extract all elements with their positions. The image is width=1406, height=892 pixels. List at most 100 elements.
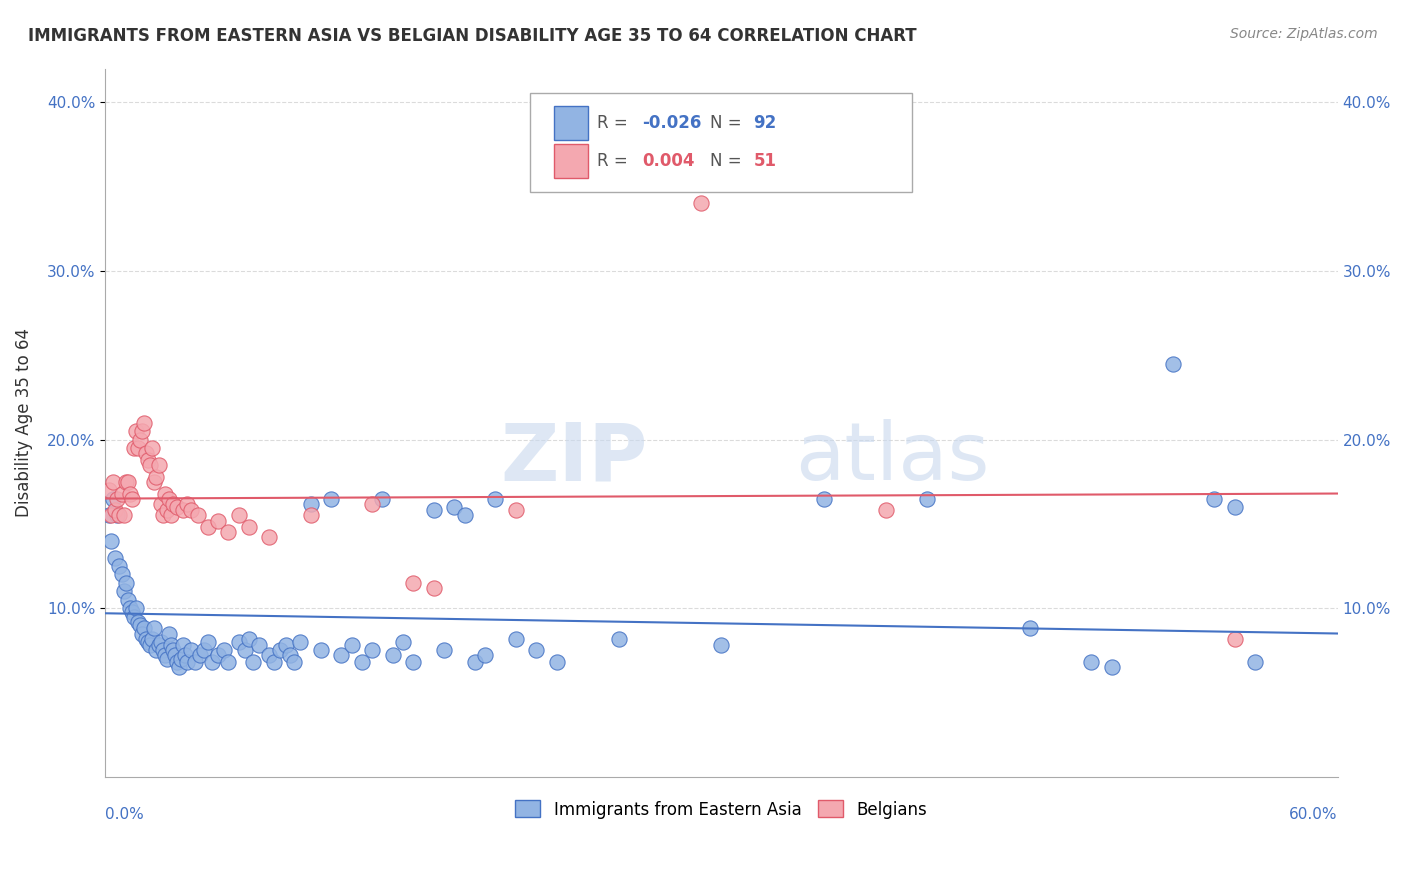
Point (546, 655, 568, 669)
Point (103, 491, 125, 506)
Point (145, 643, 167, 657)
Point (141, 632, 163, 646)
Point (263, 655, 285, 669)
Text: -0.026: -0.026 (643, 114, 702, 132)
Point (875, 503, 897, 517)
Point (129, 618, 152, 632)
Point (141, 441, 163, 455)
Point (100, 508, 122, 523)
Point (361, 497, 384, 511)
Point (197, 635, 219, 649)
Y-axis label: Disability Age 35 to 64: Disability Age 35 to 64 (15, 328, 32, 517)
Point (228, 635, 250, 649)
Text: ZIP: ZIP (501, 419, 647, 497)
Point (136, 452, 159, 467)
Point (98, 508, 121, 523)
Point (217, 655, 239, 669)
Point (122, 609, 145, 624)
Point (117, 475, 139, 489)
Text: 60.0%: 60.0% (1289, 807, 1337, 822)
Point (207, 514, 229, 528)
Point (176, 497, 198, 511)
Point (162, 643, 184, 657)
Point (526, 643, 548, 657)
Point (1161, 357, 1184, 371)
Point (139, 638, 162, 652)
Point (180, 643, 202, 657)
Point (340, 638, 363, 652)
Point (392, 635, 415, 649)
Text: N =: N = (710, 152, 747, 169)
Point (157, 626, 180, 640)
Point (174, 648, 197, 663)
Point (269, 643, 291, 657)
Point (148, 458, 170, 472)
Point (228, 508, 250, 523)
Point (197, 520, 219, 534)
Point (176, 655, 198, 669)
Point (188, 648, 211, 663)
Point (112, 508, 135, 523)
Point (121, 605, 143, 619)
Point (1244, 655, 1267, 669)
Point (127, 441, 149, 455)
Point (1204, 491, 1226, 506)
Point (361, 643, 384, 657)
Point (217, 525, 239, 540)
Point (259, 648, 281, 663)
Point (259, 530, 281, 544)
Point (207, 648, 229, 663)
Point (371, 491, 394, 506)
Point (160, 638, 183, 652)
Point (131, 424, 153, 438)
Point (710, 638, 733, 652)
Point (464, 655, 486, 669)
Point (143, 622, 166, 636)
Point (112, 584, 135, 599)
Point (121, 491, 143, 506)
FancyBboxPatch shape (530, 94, 912, 193)
Text: 0.004: 0.004 (643, 152, 695, 169)
Point (135, 632, 157, 646)
Point (145, 469, 167, 483)
Point (319, 491, 342, 506)
Point (180, 503, 202, 517)
Point (108, 559, 131, 574)
Point (484, 491, 506, 506)
Point (135, 446, 157, 460)
Point (104, 503, 127, 517)
Point (157, 491, 180, 506)
Point (107, 508, 129, 523)
Point (474, 648, 496, 663)
Point (160, 508, 183, 523)
Point (201, 655, 224, 669)
Point (156, 652, 179, 666)
Point (162, 497, 184, 511)
Point (423, 581, 446, 595)
Text: R =: R = (598, 114, 633, 132)
Point (107, 491, 129, 506)
Point (309, 643, 332, 657)
Point (166, 500, 188, 514)
Point (283, 655, 305, 669)
Legend: Immigrants from Eastern Asia, Belgians: Immigrants from Eastern Asia, Belgians (509, 794, 934, 825)
Point (127, 615, 149, 629)
Point (136, 635, 159, 649)
Point (330, 648, 353, 663)
Point (110, 567, 132, 582)
Point (149, 635, 172, 649)
Point (299, 508, 322, 523)
Point (153, 486, 176, 500)
Point (166, 655, 188, 669)
Point (212, 643, 235, 657)
Point (187, 508, 209, 523)
Point (1223, 500, 1246, 514)
Point (350, 655, 373, 669)
Text: 0.0%: 0.0% (105, 807, 143, 822)
Point (163, 648, 186, 663)
Text: atlas: atlas (796, 419, 990, 497)
Point (148, 638, 170, 652)
Point (689, 196, 711, 211)
Point (443, 500, 465, 514)
Point (129, 433, 152, 447)
